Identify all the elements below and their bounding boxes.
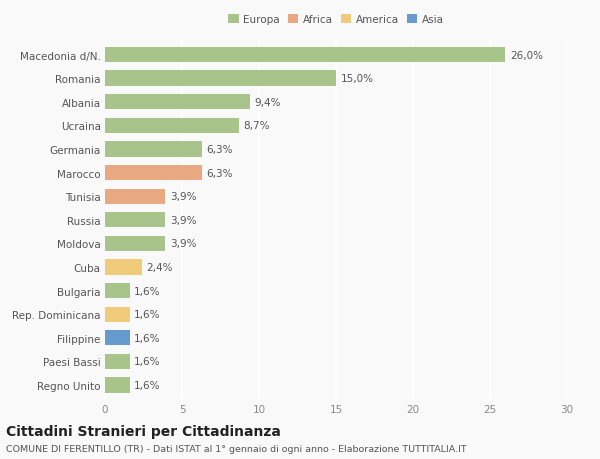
Text: 6,3%: 6,3%: [206, 168, 233, 178]
Text: COMUNE DI FERENTILLO (TR) - Dati ISTAT al 1° gennaio di ogni anno - Elaborazione: COMUNE DI FERENTILLO (TR) - Dati ISTAT a…: [6, 444, 467, 453]
Bar: [105, 48, 505, 63]
Bar: [105, 71, 336, 87]
Bar: [105, 283, 130, 299]
Bar: [105, 166, 202, 181]
Text: 1,6%: 1,6%: [134, 309, 161, 319]
Text: 15,0%: 15,0%: [341, 74, 374, 84]
Text: 26,0%: 26,0%: [510, 50, 543, 61]
Bar: [105, 189, 165, 204]
Bar: [105, 118, 239, 134]
Text: 1,6%: 1,6%: [134, 333, 161, 343]
Text: 3,9%: 3,9%: [170, 192, 196, 202]
Text: 3,9%: 3,9%: [170, 239, 196, 249]
Text: 9,4%: 9,4%: [254, 98, 281, 107]
Bar: [105, 307, 130, 322]
Bar: [105, 378, 130, 393]
Text: 1,6%: 1,6%: [134, 286, 161, 296]
Bar: [105, 213, 165, 228]
Text: 8,7%: 8,7%: [244, 121, 270, 131]
Text: 1,6%: 1,6%: [134, 357, 161, 367]
Bar: [105, 236, 165, 252]
Text: 3,9%: 3,9%: [170, 215, 196, 225]
Bar: [105, 95, 250, 110]
Legend: Europa, Africa, America, Asia: Europa, Africa, America, Asia: [224, 11, 448, 29]
Bar: [105, 260, 142, 275]
Text: 2,4%: 2,4%: [146, 263, 173, 273]
Bar: [105, 330, 130, 346]
Text: 6,3%: 6,3%: [206, 145, 233, 155]
Text: Cittadini Stranieri per Cittadinanza: Cittadini Stranieri per Cittadinanza: [6, 425, 281, 438]
Bar: [105, 354, 130, 369]
Bar: [105, 142, 202, 157]
Text: 1,6%: 1,6%: [134, 380, 161, 390]
